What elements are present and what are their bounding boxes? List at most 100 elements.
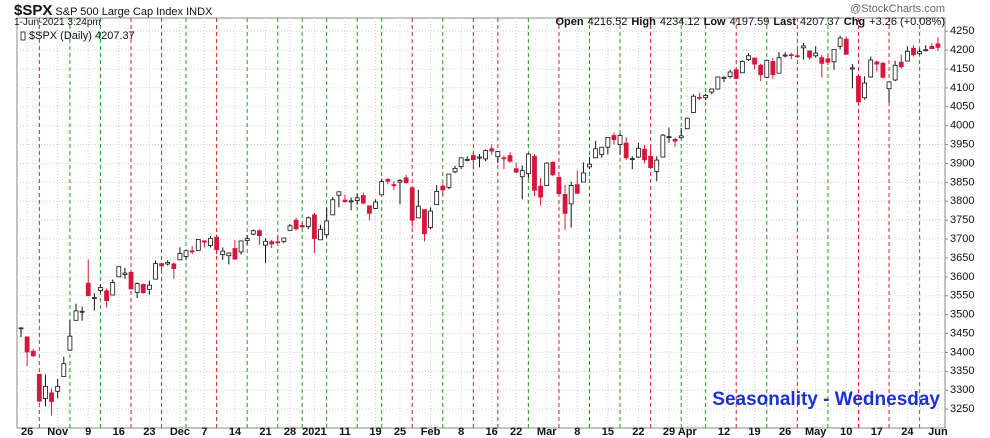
candle-body bbox=[746, 55, 751, 60]
x-tick-label: 7 bbox=[201, 426, 207, 438]
x-tick-label: 24 bbox=[901, 426, 914, 438]
candle-body bbox=[727, 71, 733, 77]
candle-body bbox=[18, 327, 24, 330]
candle-body bbox=[697, 96, 702, 99]
stat-value: 4197.59 bbox=[729, 16, 770, 28]
candle-body bbox=[263, 240, 268, 246]
candle-body bbox=[477, 156, 482, 159]
x-tick-label: 29 bbox=[663, 426, 675, 438]
candle-body bbox=[342, 199, 348, 203]
x-tick-label: May bbox=[805, 426, 827, 438]
candle-body bbox=[464, 158, 470, 161]
candle-body bbox=[208, 237, 213, 246]
candle-body bbox=[868, 59, 874, 78]
candle-body bbox=[250, 230, 256, 235]
candle-body bbox=[67, 335, 73, 351]
y-tick-label: 4200 bbox=[950, 44, 974, 56]
candle-body bbox=[403, 177, 409, 184]
candle-body bbox=[110, 282, 116, 296]
candle-body bbox=[318, 228, 323, 241]
candle-body bbox=[837, 37, 843, 47]
candle-body bbox=[568, 185, 574, 205]
candle-body bbox=[849, 67, 855, 70]
x-tick-label: 8 bbox=[458, 426, 464, 438]
y-tick-label: 3950 bbox=[950, 138, 974, 150]
candle-body bbox=[599, 146, 605, 155]
y-tick-label: 4050 bbox=[950, 101, 974, 113]
candle-body bbox=[715, 76, 721, 90]
candle-body bbox=[312, 214, 317, 240]
candle-body bbox=[507, 155, 513, 162]
candle-body bbox=[226, 252, 232, 257]
candle-body bbox=[935, 43, 941, 48]
candle-body bbox=[898, 61, 904, 68]
x-tick-label: 26 bbox=[779, 426, 791, 438]
source: @StockCharts.com bbox=[850, 3, 945, 15]
y-tick-label: 4100 bbox=[950, 82, 974, 94]
candle-body bbox=[153, 263, 158, 280]
candle-body bbox=[886, 81, 892, 90]
candle-body bbox=[397, 180, 403, 183]
candle-body bbox=[336, 191, 342, 196]
candle-body bbox=[134, 283, 140, 293]
candle-body bbox=[244, 238, 250, 241]
candle-body bbox=[367, 205, 372, 214]
candle-body bbox=[642, 148, 647, 161]
stat-value: 4207.37 bbox=[800, 16, 840, 28]
candle-body bbox=[24, 336, 30, 353]
x-tick-label: 21 bbox=[259, 426, 271, 438]
x-tick-label: 19 bbox=[748, 426, 760, 438]
x-tick-label: Feb bbox=[421, 426, 441, 438]
x-tick-label: Nov bbox=[47, 426, 69, 438]
legend-icon bbox=[20, 31, 26, 41]
candle-body bbox=[623, 142, 629, 159]
stat-label: Last bbox=[773, 16, 796, 28]
candle-body bbox=[140, 284, 146, 294]
candle-body bbox=[703, 95, 709, 99]
candle-body bbox=[238, 240, 244, 253]
candle-body bbox=[929, 45, 935, 50]
candle-body bbox=[770, 61, 776, 76]
candle-body bbox=[85, 282, 91, 297]
candle-body bbox=[177, 253, 183, 261]
candle-body bbox=[214, 236, 220, 251]
candle-body bbox=[617, 135, 623, 145]
candle-body bbox=[654, 159, 660, 172]
candle-body bbox=[220, 250, 226, 255]
x-tick-label: 16 bbox=[113, 426, 125, 438]
candle-body bbox=[544, 162, 550, 186]
candle-body bbox=[709, 88, 715, 93]
candle-body bbox=[666, 136, 672, 139]
candle-body bbox=[605, 137, 611, 148]
candle-body bbox=[856, 75, 861, 103]
candle-body bbox=[501, 157, 507, 160]
stat-value: +3.26 (+0.08%) bbox=[869, 16, 945, 28]
y-tick-label: 3700 bbox=[950, 233, 974, 245]
candle-body bbox=[807, 50, 812, 58]
candle-body bbox=[330, 199, 336, 216]
candle-body bbox=[195, 239, 201, 251]
candle-body bbox=[831, 48, 837, 63]
candle-body bbox=[79, 310, 85, 313]
candle-body bbox=[593, 148, 599, 159]
candle-body bbox=[415, 205, 421, 219]
chart-date: 1-Jun-2021 3:24pm bbox=[14, 17, 101, 28]
stat-label: High bbox=[631, 16, 656, 28]
candle-body bbox=[73, 310, 79, 321]
candle-body bbox=[556, 177, 562, 195]
candle-body bbox=[232, 248, 238, 260]
candle-body bbox=[360, 195, 366, 204]
stat-label: Low bbox=[703, 16, 726, 28]
candle-body bbox=[923, 49, 929, 52]
annotation: Seasonality - Wednesday bbox=[712, 389, 940, 410]
y-tick-label: 3900 bbox=[950, 157, 974, 169]
stat-value: 4234.12 bbox=[659, 16, 700, 28]
candle-body bbox=[684, 117, 690, 130]
candle-body bbox=[819, 57, 825, 64]
candle-body bbox=[911, 47, 916, 56]
x-tick-label: 15 bbox=[602, 426, 614, 438]
x-tick-label: 14 bbox=[229, 426, 242, 438]
candle-body bbox=[440, 185, 446, 191]
candle-body bbox=[580, 172, 586, 183]
candle-body bbox=[299, 225, 305, 228]
